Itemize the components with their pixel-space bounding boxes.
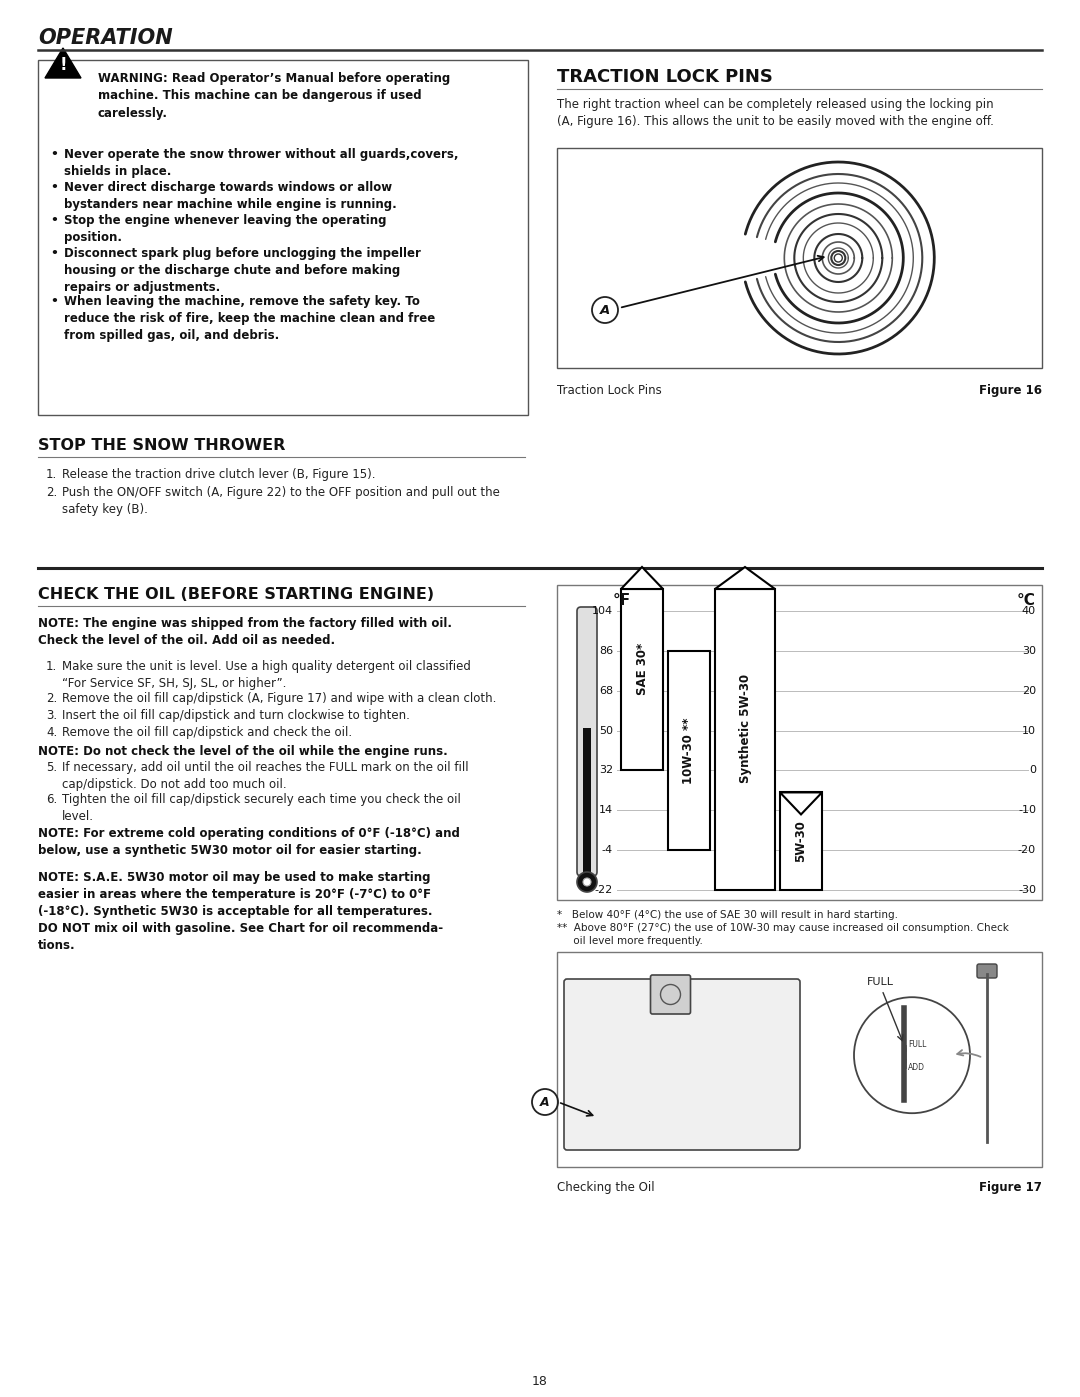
FancyBboxPatch shape [577, 608, 597, 876]
Text: If necessary, add oil until the oil reaches the FULL mark on the oil fill
cap/di: If necessary, add oil until the oil reac… [62, 761, 469, 791]
Text: 86: 86 [599, 645, 613, 655]
Text: CHECK THE OIL (BEFORE STARTING ENGINE): CHECK THE OIL (BEFORE STARTING ENGINE) [38, 587, 434, 602]
FancyBboxPatch shape [583, 728, 591, 872]
Text: 1.: 1. [46, 659, 57, 673]
Text: NOTE: For extreme cold operating conditions of 0°F (-18°C) and
below, use a synt: NOTE: For extreme cold operating conditi… [38, 827, 460, 856]
Polygon shape [780, 792, 822, 814]
Text: A: A [599, 303, 610, 317]
Text: 30: 30 [1022, 645, 1036, 655]
Text: 10W-30 **: 10W-30 ** [683, 717, 696, 784]
Text: Tighten the oil fill cap/dipstick securely each time you check the oil
level.: Tighten the oil fill cap/dipstick secure… [62, 793, 461, 823]
Text: 14: 14 [599, 805, 613, 816]
Bar [715, 590, 775, 890]
Text: Insert the oil fill cap/dipstick and turn clockwise to tighten.: Insert the oil fill cap/dipstick and tur… [62, 710, 410, 722]
Text: •: • [50, 295, 58, 307]
Text: NOTE: The engine was shipped from the factory filled with oil.
Check the level o: NOTE: The engine was shipped from the fa… [38, 617, 453, 647]
Text: 40: 40 [1022, 606, 1036, 616]
Text: NOTE: Do not check the level of the oil while the engine runs.: NOTE: Do not check the level of the oil … [38, 745, 448, 759]
Text: 18: 18 [532, 1375, 548, 1389]
Text: •: • [50, 214, 58, 226]
Text: 68: 68 [599, 686, 613, 696]
Text: 50: 50 [599, 725, 613, 736]
Text: 0: 0 [1029, 766, 1036, 775]
Text: -10: -10 [1018, 805, 1036, 816]
Text: 20: 20 [1022, 686, 1036, 696]
Text: •: • [50, 247, 58, 260]
Text: 6.: 6. [46, 793, 57, 806]
Text: !: ! [59, 56, 67, 74]
Text: •: • [50, 148, 58, 161]
Text: 3.: 3. [46, 710, 57, 722]
Text: Disconnect spark plug before unclogging the impeller
housing or the discharge ch: Disconnect spark plug before unclogging … [64, 247, 421, 293]
Text: -22: -22 [595, 886, 613, 895]
Text: Traction Lock Pins: Traction Lock Pins [557, 384, 662, 397]
Text: Release the traction drive clutch lever (B, Figure 15).: Release the traction drive clutch lever … [62, 468, 376, 481]
Circle shape [583, 877, 591, 886]
Text: °C: °C [1017, 592, 1036, 608]
Bar [780, 792, 822, 890]
Text: 2.: 2. [46, 692, 57, 705]
Circle shape [577, 872, 597, 893]
Text: *   Below 40°F (4°C) the use of SAE 30 will result in hard starting.: * Below 40°F (4°C) the use of SAE 30 wil… [557, 909, 897, 921]
Text: Checking the Oil: Checking the Oil [557, 1180, 654, 1194]
Text: 2.: 2. [46, 486, 57, 499]
Text: FULL: FULL [867, 977, 894, 988]
Text: STOP THE SNOW THROWER: STOP THE SNOW THROWER [38, 439, 285, 453]
Text: 1.: 1. [46, 468, 57, 481]
Text: •: • [50, 182, 58, 194]
Text: TRACTION LOCK PINS: TRACTION LOCK PINS [557, 68, 773, 87]
Bar [669, 651, 710, 851]
Text: Stop the engine whenever leaving the operating
position.: Stop the engine whenever leaving the ope… [64, 214, 387, 244]
Polygon shape [621, 567, 663, 590]
FancyBboxPatch shape [564, 979, 800, 1150]
FancyBboxPatch shape [38, 60, 528, 415]
Text: Make sure the unit is level. Use a high quality detergent oil classified
“For Se: Make sure the unit is level. Use a high … [62, 659, 471, 690]
Text: Figure 16: Figure 16 [978, 384, 1042, 397]
FancyBboxPatch shape [977, 964, 997, 978]
Text: 5W-30: 5W-30 [795, 820, 808, 862]
Text: WARNING: Read Operator’s Manual before operating
machine. This machine can be da: WARNING: Read Operator’s Manual before o… [98, 73, 450, 120]
Text: Figure 17: Figure 17 [980, 1180, 1042, 1194]
Bar [621, 590, 663, 770]
Text: When leaving the machine, remove the safety key. To
reduce the risk of fire, kee: When leaving the machine, remove the saf… [64, 295, 435, 342]
Text: Never operate the snow thrower without all guards,covers,
shields in place.: Never operate the snow thrower without a… [64, 148, 459, 177]
Polygon shape [45, 47, 81, 78]
Text: Remove the oil fill cap/dipstick (A, Figure 17) and wipe with a clean cloth.: Remove the oil fill cap/dipstick (A, Fig… [62, 692, 497, 705]
Text: A: A [540, 1095, 550, 1108]
Text: 10: 10 [1022, 725, 1036, 736]
FancyBboxPatch shape [650, 975, 690, 1014]
Text: -4: -4 [602, 845, 613, 855]
Text: 5.: 5. [46, 761, 57, 774]
Text: SAE 30*: SAE 30* [635, 643, 648, 694]
Text: **  Above 80°F (27°C) the use of 10W-30 may cause increased oil consumption. Che: ** Above 80°F (27°C) the use of 10W-30 m… [557, 923, 1009, 946]
Text: The right traction wheel can be completely released using the locking pin
(A, Fi: The right traction wheel can be complete… [557, 98, 994, 129]
Bar [902, 1045, 906, 1067]
Text: -30: -30 [1018, 886, 1036, 895]
Text: Never direct discharge towards windows or allow
bystanders near machine while en: Never direct discharge towards windows o… [64, 182, 396, 211]
Text: OPERATION: OPERATION [38, 28, 173, 47]
FancyBboxPatch shape [557, 951, 1042, 1166]
Text: 104: 104 [592, 606, 613, 616]
Text: 4.: 4. [46, 726, 57, 739]
Polygon shape [715, 567, 775, 590]
Text: °F: °F [613, 592, 631, 608]
Text: 32: 32 [599, 766, 613, 775]
Text: -20: -20 [1017, 845, 1036, 855]
Text: Remove the oil fill cap/dipstick and check the oil.: Remove the oil fill cap/dipstick and che… [62, 726, 352, 739]
FancyBboxPatch shape [557, 585, 1042, 900]
FancyBboxPatch shape [557, 148, 1042, 367]
Text: FULL: FULL [908, 1041, 927, 1049]
Text: ADD: ADD [908, 1063, 924, 1073]
Text: Push the ON/OFF switch (A, Figure 22) to the OFF position and pull out the
safet: Push the ON/OFF switch (A, Figure 22) to… [62, 486, 500, 515]
Text: Synthetic 5W-30: Synthetic 5W-30 [739, 673, 752, 784]
Text: NOTE: S.A.E. 5W30 motor oil may be used to make starting
easier in areas where t: NOTE: S.A.E. 5W30 motor oil may be used … [38, 870, 443, 951]
